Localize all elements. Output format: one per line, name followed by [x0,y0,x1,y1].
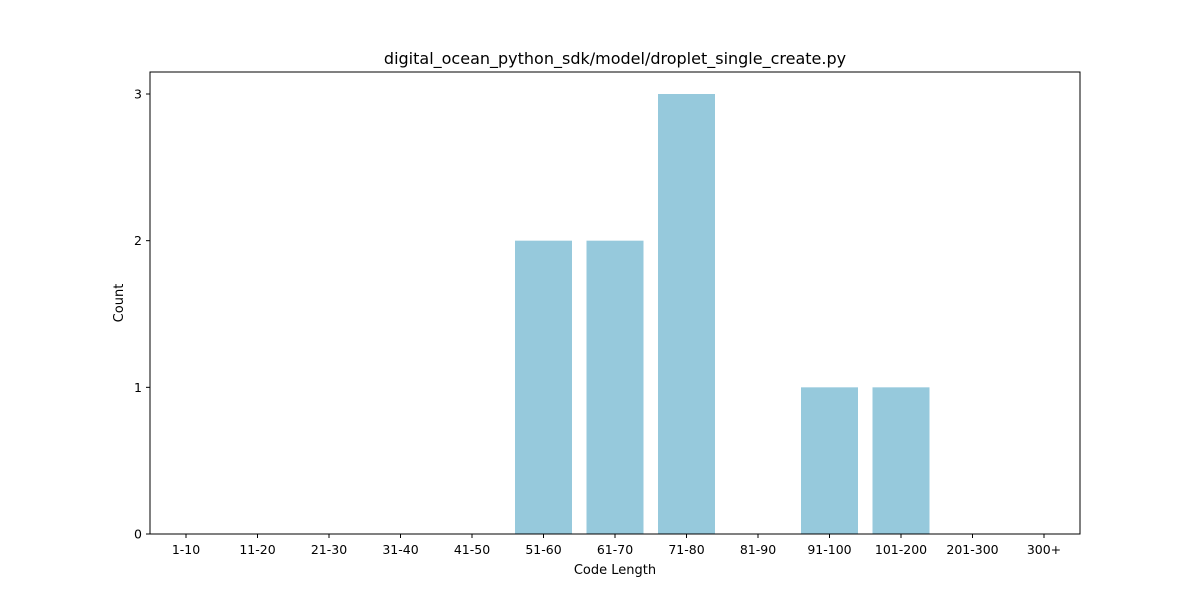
x-tick-label: 31-40 [382,542,418,557]
x-tick-label: 201-300 [946,542,998,557]
x-tick-label: 300+ [1027,542,1061,557]
bars-group [515,94,930,534]
bar-51-60 [515,240,572,534]
x-tick-label: 101-200 [875,542,927,557]
y-tick-label: 0 [134,527,142,542]
bar-91-100 [801,387,858,534]
y-tick-label: 1 [134,380,142,395]
bar-71-80 [658,94,715,534]
x-tick-label: 21-30 [311,542,347,557]
y-axis-label: Count [112,284,127,323]
x-tick-label: 81-90 [740,542,776,557]
x-tick-label: 41-50 [454,542,490,557]
x-tick-label: 1-10 [172,542,200,557]
bar-61-70 [586,240,644,534]
x-tick-label: 71-80 [668,542,704,557]
chart-title: digital_ocean_python_sdk/model/droplet_s… [384,49,846,69]
x-axis-ticks: 1-10 11-20 21-30 31-40 41-50 51-60 61-70 71-80 8… [172,534,1061,557]
y-tick-label: 2 [134,233,142,248]
bar-101-200 [872,387,930,534]
x-tick-label: 61-70 [597,542,633,557]
y-tick-label: 3 [134,87,142,102]
x-tick-label: 91-100 [807,542,851,557]
x-tick-label: 51-60 [525,542,561,557]
x-axis-label: Code Length [574,563,656,578]
y-axis-ticks: 0 1 2 3 [134,87,150,542]
x-tick-label: 11-20 [239,542,275,557]
